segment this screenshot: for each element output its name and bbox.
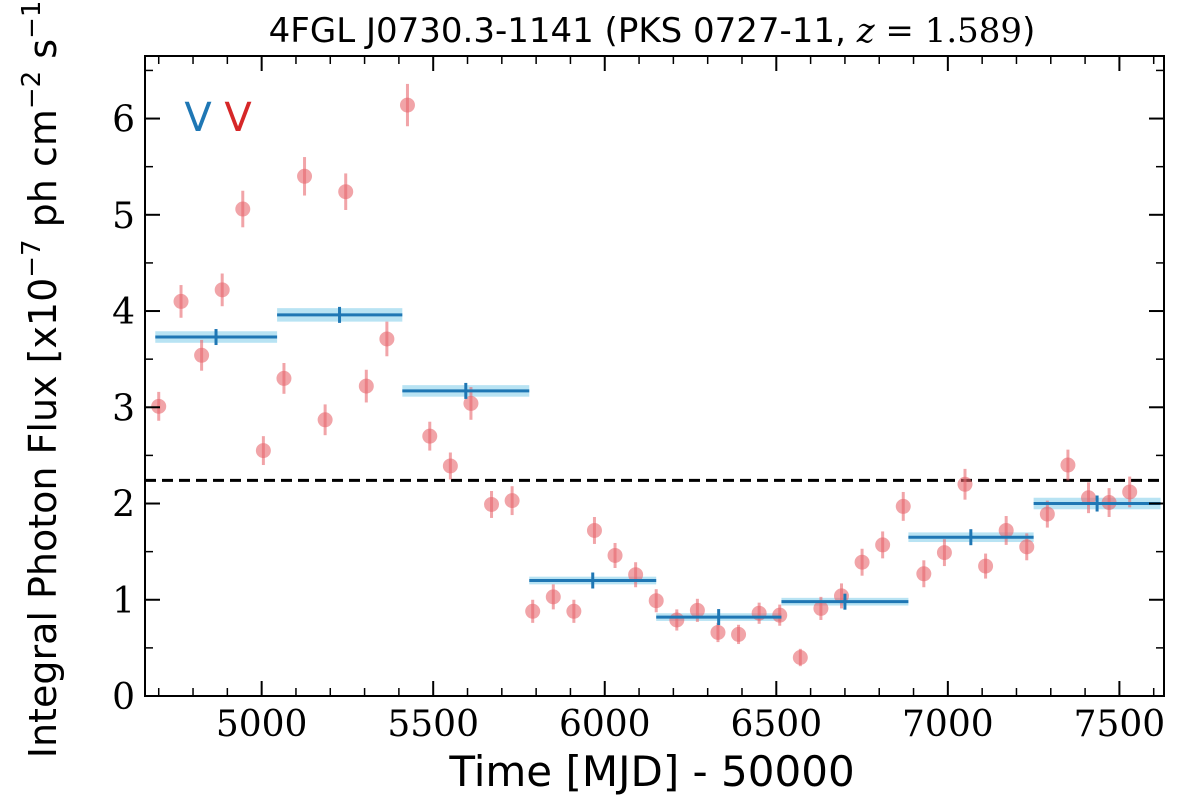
x-tick-label: 7500	[1074, 704, 1166, 745]
data-point-25	[669, 612, 685, 628]
data-point-43	[1039, 506, 1055, 522]
data-point-14	[442, 458, 458, 474]
data-point-8	[317, 412, 333, 428]
ylabel-suffix: ]	[21, 0, 65, 1]
plot-area	[145, 83, 1164, 667]
data-point-17	[504, 493, 520, 509]
data-point-15	[463, 395, 479, 411]
y-tick-label: 0	[112, 677, 135, 718]
data-point-40	[978, 558, 994, 574]
y-tick-label: 4	[112, 292, 135, 333]
data-point-11	[379, 331, 395, 347]
data-point-36	[895, 498, 911, 514]
data-point-28	[731, 626, 747, 642]
ylabel-prefix: Integral Photon Flux [x10	[21, 278, 65, 759]
data-point-44	[1060, 457, 1076, 473]
data-point-27	[710, 624, 726, 640]
data-point-10	[358, 378, 374, 394]
data-point-37	[916, 566, 932, 582]
data-point-19	[545, 589, 561, 605]
data-point-30	[772, 607, 788, 623]
data-point-16	[484, 496, 500, 512]
x-tick-label: 5000	[216, 704, 308, 745]
title-suffix: )	[1022, 11, 1035, 51]
data-point-31	[792, 650, 808, 666]
y-tick-label: 1	[112, 581, 135, 622]
data-point-22	[607, 547, 623, 563]
plot-frame	[144, 55, 1165, 697]
y-tick-label: 5	[112, 196, 135, 237]
data-point-7	[297, 168, 313, 184]
marker-label-0: V	[184, 95, 212, 141]
data-point-24	[648, 593, 664, 609]
y-tick-label: 2	[112, 485, 135, 526]
ylabel-mid2: s	[21, 39, 65, 71]
data-point-12	[399, 97, 415, 113]
x-tick-label: 5500	[387, 704, 479, 745]
data-point-18	[525, 603, 541, 619]
title-prefix: 4FGL J0730.3-1141 (PKS 0727-11,	[269, 11, 857, 51]
data-point-35	[875, 537, 891, 553]
data-point-3	[214, 282, 230, 298]
data-point-32	[813, 600, 829, 616]
data-point-13	[422, 428, 438, 444]
data-point-4	[235, 201, 251, 217]
ylabel-exponent-1: −7	[17, 239, 47, 277]
data-point-34	[854, 554, 870, 570]
data-point-6	[276, 370, 292, 386]
data-point-9	[338, 184, 354, 200]
chart-title: 4FGL J0730.3-1141 (PKS 0727-11, z = 1.58…	[269, 11, 1036, 51]
ylabel-exponent-3: −1	[17, 1, 47, 39]
y-tick-label: 6	[112, 100, 135, 141]
title-z-variable: z	[856, 11, 876, 51]
data-point-38	[936, 545, 952, 561]
data-point-21	[586, 522, 602, 538]
data-point-42	[1019, 539, 1035, 555]
ylabel-exponent-2: −2	[17, 71, 47, 109]
data-point-47	[1122, 484, 1138, 500]
title-z-value: = 1.589	[875, 11, 1022, 51]
data-point-39	[957, 476, 973, 492]
data-point-41	[998, 522, 1014, 538]
x-tick-label: 6500	[730, 704, 822, 745]
x-axis-label: Time [MJD] - 50000	[448, 747, 854, 796]
data-point-26	[689, 602, 705, 618]
x-tick-label: 7000	[902, 704, 994, 745]
axis-ticks: 5000 5500 6000 6500 7000 7500 0 1 2 3 4 5 6 V V	[112, 56, 1165, 745]
y-tick-label: 3	[112, 388, 135, 429]
marker-label-1: V	[224, 95, 252, 141]
data-point-5	[255, 443, 271, 459]
data-point-1	[173, 293, 189, 309]
y-axis-label: Integral Photon Flux [x10−7 ph cm−2 s−1]	[17, 0, 65, 758]
x-tick-label: 6000	[559, 704, 651, 745]
data-point-20	[566, 603, 582, 619]
data-point-2	[194, 347, 210, 363]
ylabel-mid: ph cm	[21, 109, 65, 239]
